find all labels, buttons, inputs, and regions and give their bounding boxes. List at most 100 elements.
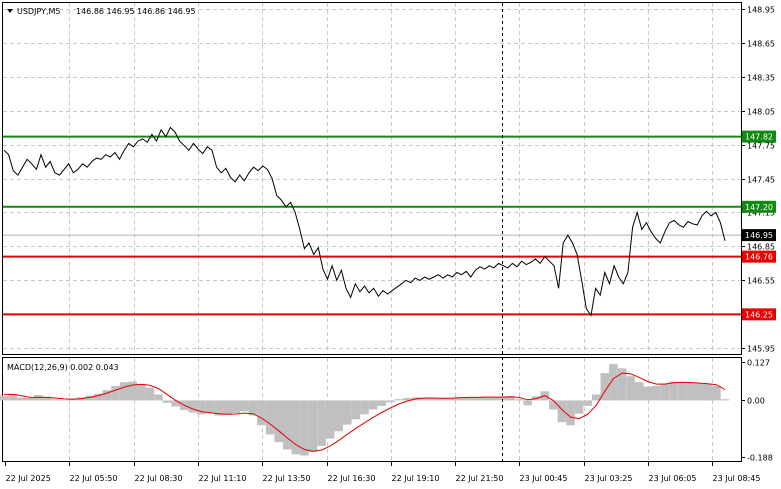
price-series: [3, 126, 726, 317]
macd-histogram-bar: [652, 385, 661, 401]
current-price-tag: [742, 229, 776, 242]
time-tick-label: 23 Jul 08:45: [713, 474, 761, 483]
macd-histogram-bar: [274, 400, 283, 443]
price-tick-label: 146.85: [747, 243, 775, 252]
macd-axis: 0.127 0.00 -0.188: [741, 359, 773, 463]
time-tick-label: 22 Jul 13:50: [263, 474, 311, 483]
current-price-label: 146.95: [745, 231, 773, 240]
level-tags: 147.82 147.20 146.76 146.25 146.95: [742, 130, 776, 321]
macd-histogram-bar: [454, 397, 464, 401]
macd-histogram-bar: [609, 364, 618, 401]
macd-histogram-bar: [351, 400, 361, 420]
time-axis: 22 Jul 2025 22 Jul 05:50 22 Jul 08:30 22 Ju…: [5, 462, 761, 483]
macd-histogram-bar: [265, 400, 275, 435]
macd-histogram-bar: [437, 398, 447, 401]
macd-histogram-bar: [214, 400, 223, 416]
price-pane-frame: [2, 2, 742, 355]
macd-histogram-bar: [16, 397, 26, 401]
macd-histogram-bar: [695, 383, 704, 401]
price-tick-label: 148.05: [747, 108, 775, 117]
macd-histogram-bar: [145, 387, 155, 401]
macd-histogram-bar: [720, 399, 730, 401]
macd-histogram-bar: [566, 400, 575, 426]
macd-histogram-bar: [231, 400, 241, 414]
triangle-down-icon[interactable]: [7, 9, 13, 13]
macd-histogram-bar: [394, 399, 404, 401]
macd-histogram-bar: [428, 398, 438, 401]
time-tick-label: 22 Jul 16:30: [328, 474, 376, 483]
level-tag-146.76: [742, 250, 776, 263]
macd-signal-series: [4, 372, 726, 452]
ohlc-values: 146.86 146.95 146.86 146.95: [76, 7, 196, 16]
time-tick-label: 23 Jul 03:25: [585, 474, 633, 483]
macd-tick-label: 0.00: [747, 397, 765, 406]
macd-histogram-bar: [42, 396, 52, 401]
price-tick-label: 147.45: [747, 176, 775, 185]
macd-histogram-bar: [343, 400, 352, 425]
macd-tick-label: -0.188: [747, 454, 773, 463]
macd-histogram-bar: [137, 383, 146, 401]
macd-histogram-bar: [205, 400, 215, 414]
macd-histogram-bar: [583, 400, 592, 406]
macd-histogram-bar: [669, 381, 678, 401]
level-tag-label: 146.76: [745, 253, 773, 262]
macd-histogram-bar: [197, 400, 206, 415]
macd-histogram-bar: [291, 400, 301, 455]
macd-histogram-bar: [317, 400, 326, 446]
macd-histogram-bar: [514, 399, 524, 401]
macd-histogram-bar: [497, 396, 507, 401]
macd-histogram-bar: [308, 400, 318, 452]
macd-histogram-bar: [85, 395, 95, 401]
macd-histogram-bar: [523, 400, 532, 406]
horizontal-levels: [3, 135, 741, 316]
macd-histogram-bar: [300, 400, 309, 456]
price-tick-label: 148.65: [747, 40, 775, 49]
price-line: [3, 126, 726, 317]
macd-histogram-bar: [574, 400, 584, 414]
macd-histogram-bar: [0, 395, 9, 401]
macd-histogram-bar: [386, 400, 395, 403]
macd-histogram-bar: [506, 396, 515, 401]
macd-histogram-bar: [403, 398, 412, 401]
macd-histogram-bar: [592, 394, 601, 401]
macd-histogram-bar: [162, 400, 172, 403]
macd-histogram-bar: [8, 393, 17, 401]
macd-histogram-bar: [240, 400, 249, 412]
time-tick-label: 22 Jul 19:10: [392, 474, 440, 483]
macd-histogram-bar: [549, 400, 558, 410]
macd-histogram-bar: [248, 400, 258, 416]
macd-histogram-bar: [188, 400, 198, 413]
price-tick-label: 148.95: [747, 6, 775, 15]
price-tick-label: 145.95: [747, 345, 775, 354]
macd-histogram-bar: [171, 400, 180, 407]
macd-title: MACD(12,26,9) 0.002 0.043: [7, 363, 119, 372]
macd-histogram-bar: [111, 385, 120, 401]
time-tick-label: 22 Jul 21:50: [456, 474, 504, 483]
macd-histogram-bar: [334, 400, 344, 432]
macd-histogram-bar: [128, 381, 138, 401]
macd-signal-line: [4, 372, 726, 452]
macd-histogram-bar: [557, 400, 567, 423]
macd-histogram-bar: [257, 400, 266, 426]
macd-histogram-bar: [626, 376, 635, 401]
time-tick-label: 23 Jul 00:45: [520, 474, 568, 483]
macd-histogram-bar: [119, 382, 129, 401]
macd-histogram-bar: [368, 400, 378, 410]
macd-histogram-bar: [94, 393, 103, 401]
macd-histogram-bar: [222, 400, 232, 415]
macd-histogram-bar: [643, 386, 653, 401]
macd-histogram-bar: [471, 397, 481, 401]
macd-histogram-bar: [480, 396, 489, 401]
level-tag-label: 147.20: [745, 203, 773, 212]
time-tick-label: 23 Jul 06:05: [649, 474, 697, 483]
time-tick-label: 22 Jul 11:10: [199, 474, 247, 483]
macd-histogram-bar: [102, 390, 112, 401]
macd-histogram-bar: [59, 399, 69, 401]
macd-histogram-bar: [677, 382, 687, 401]
macd-histogram-bar: [25, 398, 35, 401]
macd-histogram-bar: [446, 398, 455, 401]
macd-histogram-bar: [617, 368, 627, 401]
macd-histogram-bar: [360, 400, 369, 415]
macd-histogram-bar: [154, 394, 163, 401]
macd-histogram-bar: [634, 382, 644, 401]
